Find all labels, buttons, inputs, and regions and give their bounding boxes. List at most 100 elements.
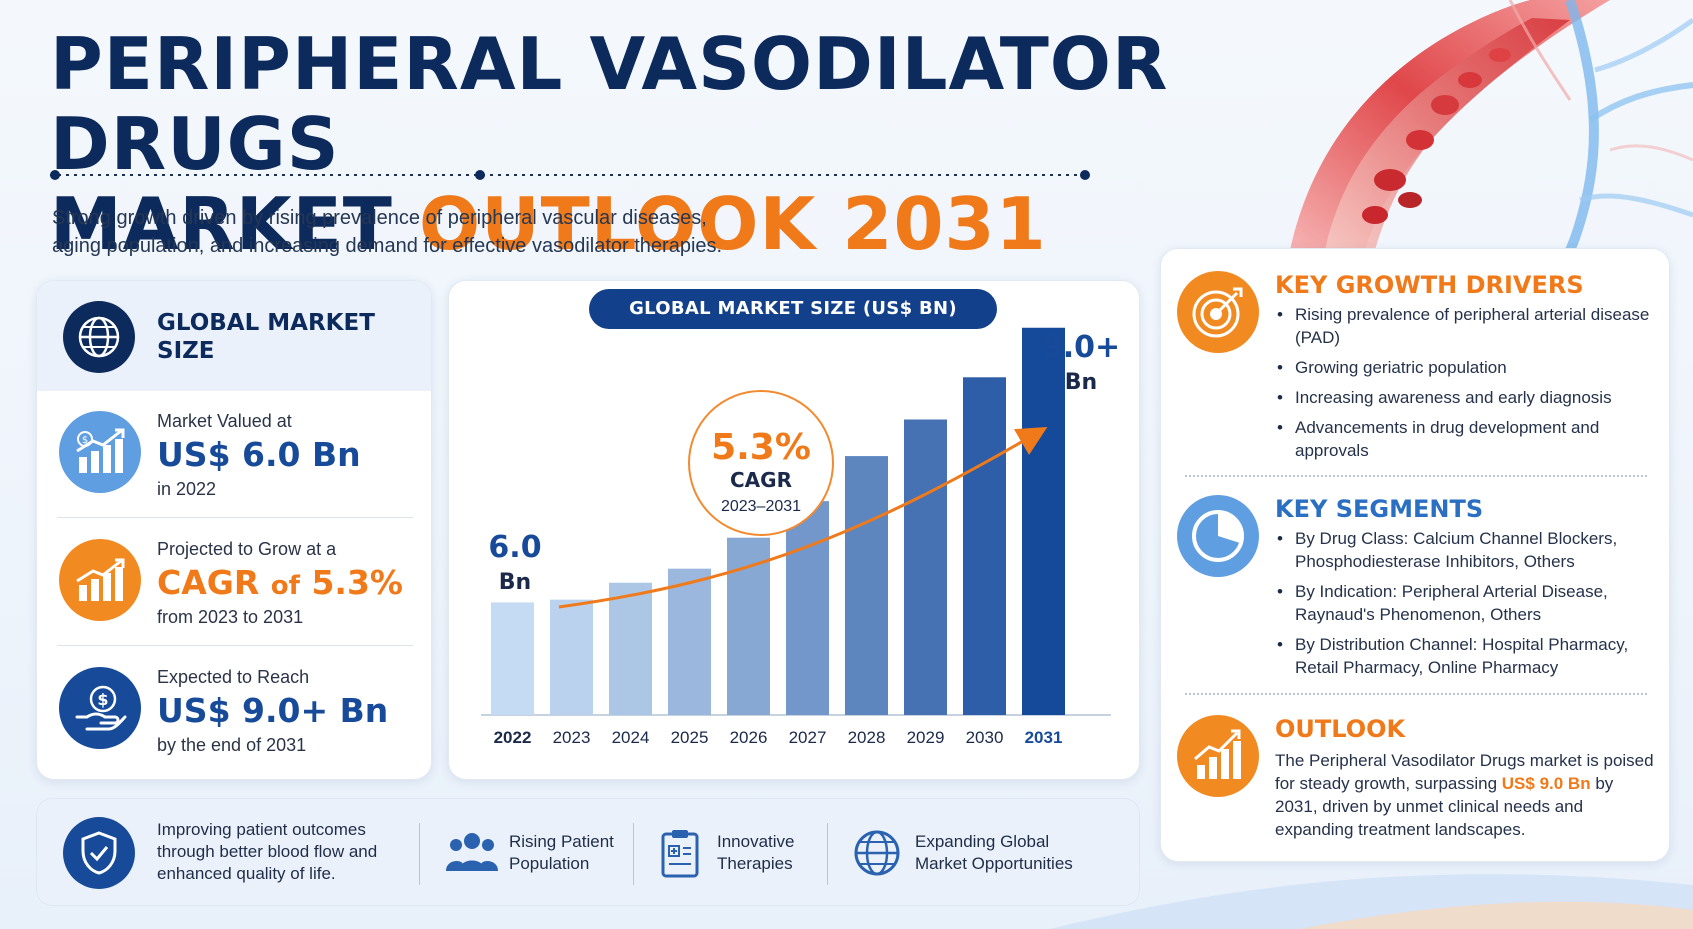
end-value-label: 9.0+ [1042, 330, 1120, 365]
stat-value-prefix: CAGR [157, 563, 260, 602]
benefit-text-line-1: Rising Patient [509, 832, 614, 851]
drivers-list: Rising prevalence of peripheral arterial… [1275, 303, 1659, 469]
benefit-item-population: Rising Patient Population [421, 799, 631, 907]
x-tick-2030: 2030 [966, 728, 1004, 747]
stat-market-valued: $ Market Valued at US$ 6.0 Bn in 2022 [37, 391, 431, 519]
stat-cagr: Projected to Grow at a CAGR of 5.3% from… [37, 519, 431, 647]
benefit-text-line-1: Innovative [717, 832, 795, 851]
benefit-text-line-2: Market Opportunities [915, 854, 1073, 873]
bar-2025 [668, 568, 711, 715]
x-tick-labels: 2022 2023 2024 2025 2026 2027 2028 2029 2030 2031 [494, 728, 1063, 747]
benefit-text: Innovative Therapies [717, 831, 817, 875]
outlook-text-before: The Peripheral Vasodilator Drugs market … [1275, 751, 1654, 793]
x-tick-2031: 2031 [1025, 728, 1063, 747]
title-line-1: PERIPHERAL VASODILATOR DRUGS [50, 22, 1169, 186]
target-icon [1177, 271, 1259, 353]
x-tick-2028: 2028 [848, 728, 886, 747]
section-divider [1185, 475, 1647, 477]
money-hand-icon: $ [59, 667, 141, 749]
stat-label: Expected to Reach [157, 667, 310, 687]
subtitle-line-2: aging population, and increasing demand … [52, 235, 723, 257]
card-title: GLOBAL MARKET SIZE [157, 309, 375, 365]
benefit-item-outcomes: Improving patient outcomes through bette… [37, 799, 417, 907]
x-tick-2023: 2023 [553, 728, 591, 747]
artery-illustration [1290, 0, 1693, 250]
trend-arrow [558, 426, 1048, 609]
list-item: By Drug Class: Calcium Channel Blockers,… [1275, 527, 1659, 573]
clipboard-icon [657, 827, 703, 879]
list-item: Increasing awareness and early diagnosis [1275, 386, 1659, 409]
x-tick-2024: 2024 [612, 728, 650, 747]
benefit-text: Improving patient outcomes through bette… [157, 820, 378, 883]
strip-separator [419, 823, 420, 885]
benefits-strip: Improving patient outcomes through bette… [36, 798, 1140, 906]
globe-icon [851, 827, 903, 879]
outlook-text-after: by 2031, driven by unmet clinical needs … [1275, 774, 1614, 839]
outlook-highlight: US$ 9.0 Bn [1501, 774, 1591, 793]
stat-expected-reach: $ Expected to Reach US$ 9.0+ Bn by the e… [37, 647, 431, 775]
strip-separator [633, 823, 634, 885]
shield-check-icon [63, 817, 135, 889]
segments-title: KEY SEGMENTS [1275, 495, 1484, 523]
insights-card: KEY GROWTH DRIVERS Rising prevalence of … [1160, 248, 1670, 862]
benefit-item-therapies: Innovative Therapies [635, 799, 825, 907]
stat-divider [57, 645, 413, 646]
chart-growth-icon: $ [59, 411, 141, 493]
chart-title: GLOBAL MARKET SIZE (US$ BN) [589, 289, 997, 329]
card-header: GLOBAL MARKET SIZE [37, 281, 431, 391]
bar-2026 [727, 537, 770, 715]
start-unit-label: Bn [499, 570, 531, 595]
list-item: Advancements in drug development and app… [1275, 416, 1659, 462]
cagr-label: CAGR [730, 468, 792, 492]
benefit-text: Expanding Global Market Opportunities [915, 831, 1115, 875]
bar-2024 [609, 582, 652, 715]
stat-value: US$ 9.0+ Bn [157, 691, 389, 730]
stat-label: Market Valued at [157, 411, 292, 431]
benefit-text-line-2: Population [509, 854, 590, 873]
stat-value-of: of [270, 571, 300, 601]
bottom-wave-decoration [1050, 874, 1693, 929]
page-subtitle: Strong growth driven by rising prevalenc… [52, 204, 812, 260]
stat-sub: from 2023 to 2031 [157, 607, 304, 627]
globe-icon [63, 301, 135, 373]
outlook-text: The Peripheral Vasodilator Drugs market … [1275, 749, 1659, 841]
market-size-chart-card: 2022 2023 2024 2025 2026 2027 2028 2029 2030 2031… [448, 280, 1140, 780]
x-tick-2022: 2022 [494, 728, 532, 747]
section-divider [1185, 693, 1647, 695]
card-title-line-1: GLOBAL MARKET [157, 310, 375, 336]
global-market-size-card: GLOBAL MARKET SIZE $ Market Valued at US… [36, 280, 432, 780]
cagr-value: 5.3% [711, 427, 811, 468]
bar-2031 [1022, 327, 1065, 715]
outlook-title: OUTLOOK [1275, 715, 1406, 743]
title-dotted-line [50, 170, 1090, 180]
stat-value: CAGR of 5.3% [157, 563, 403, 602]
benefit-text-line-2: Therapies [717, 854, 793, 873]
cagr-circle [688, 390, 834, 536]
people-icon [445, 827, 499, 877]
bar-2027 [786, 501, 829, 715]
page-title: PERIPHERAL VASODILATOR DRUGS MARKET OUTL… [50, 24, 1250, 264]
bar-growth-icon [59, 539, 141, 621]
stat-label: Projected to Grow at a [157, 539, 337, 559]
list-item: By Indication: Peripheral Arterial Disea… [1275, 580, 1659, 626]
bar-2023 [550, 599, 593, 715]
strip-separator [827, 823, 828, 885]
x-tick-2026: 2026 [730, 728, 768, 747]
benefit-item-global: Expanding Global Market Opportunities [829, 799, 1129, 907]
x-tick-2029: 2029 [907, 728, 945, 747]
bar-2029 [904, 419, 947, 715]
market-size-chart: 2022 2023 2024 2025 2026 2027 2028 2029 2030 2031… [481, 327, 1120, 747]
subtitle-line-1: Strong growth driven by rising prevalenc… [52, 207, 707, 229]
stat-sub: in 2022 [157, 479, 217, 499]
start-value-label: 6.0 [488, 530, 541, 565]
list-item: Rising prevalence of peripheral arterial… [1275, 303, 1659, 349]
stat-value: US$ 6.0 Bn [157, 435, 361, 474]
svg-text:$: $ [82, 435, 88, 446]
drivers-title: KEY GROWTH DRIVERS [1275, 271, 1584, 299]
title-line-2-part-1: MARKET [50, 182, 393, 266]
end-unit-label: Bn [1065, 370, 1097, 395]
x-tick-2027: 2027 [789, 728, 827, 747]
benefit-text: Rising Patient Population [509, 831, 629, 875]
stat-value-number: 5.3% [311, 563, 403, 602]
bar-2028 [845, 456, 888, 715]
